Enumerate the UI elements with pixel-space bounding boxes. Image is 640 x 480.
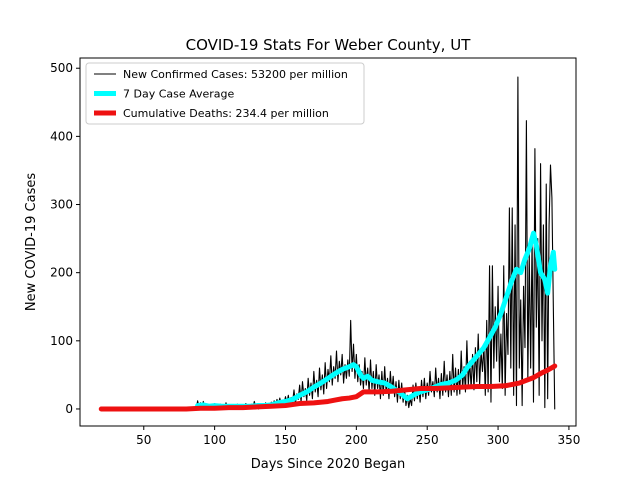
series-line-3 (98, 363, 558, 412)
x-tick-label: 50 (136, 433, 151, 447)
y-axis-label: New COVID-19 Cases (24, 173, 39, 311)
y-tick-label: 300 (50, 198, 73, 212)
x-tick-label: 300 (487, 433, 510, 447)
axes: 50 100 150 200 250 300 350 0 100 200 300 400 500 (50, 57, 580, 447)
y-tick-label: 100 (50, 334, 73, 348)
y-tick-label: 400 (50, 129, 73, 143)
y-tick-label: 0 (65, 402, 73, 416)
legend-label-2: 7 Day Case Average (123, 88, 235, 101)
y-tick-label: 200 (50, 266, 73, 280)
legend: New Confirmed Cases: 53200 per million 7 … (85, 62, 365, 125)
chart-title: COVID-19 Stats For Weber County, UT (186, 36, 472, 54)
x-tick-label: 200 (345, 433, 368, 447)
x-tick-label: 150 (274, 433, 297, 447)
plot-area (98, 76, 558, 412)
legend-label-3: Cumulative Deaths: 234.4 per million (123, 107, 329, 120)
legend-label-1: New Confirmed Cases: 53200 per million (123, 68, 348, 81)
y-tick-label: 500 (50, 61, 73, 75)
legend-box (85, 62, 365, 125)
x-tick-label: 250 (416, 433, 439, 447)
plot-frame (79, 57, 577, 427)
series-line-2 (195, 230, 558, 409)
x-axis-label: Days Since 2020 Began (251, 457, 406, 472)
x-tick-label: 350 (557, 433, 580, 447)
x-tick-label: 100 (203, 433, 226, 447)
series-line-1 (195, 76, 556, 410)
